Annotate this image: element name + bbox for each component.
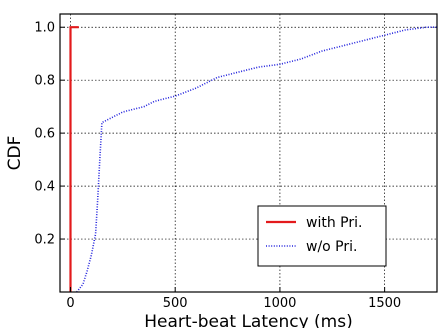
legend-box — [257, 205, 387, 267]
series-layer — [69, 26, 437, 293]
y-tick-label: 0.6 — [34, 127, 55, 142]
x-tick-label: 500 — [163, 296, 188, 311]
legend: with Pri. w/o Pri. — [257, 205, 387, 267]
x-tick-label: 0 — [66, 296, 74, 311]
y-tick-label: 0.2 — [34, 233, 55, 248]
y-axis-label: CDF — [5, 136, 25, 171]
x-tick-label: 1500 — [368, 296, 401, 311]
x-tick-label: 1000 — [263, 296, 296, 311]
x-axis-label: Heart-beat Latency (ms) — [144, 312, 352, 328]
y-tick-label: 0.8 — [34, 74, 55, 89]
y-tick-label: 0.4 — [34, 180, 55, 195]
plot-frame — [59, 13, 438, 293]
y-tick-label: 1.0 — [34, 21, 55, 36]
tick-layer: 0 500 1000 1500 0.2 0.4 0.6 0.8 1.0 — [34, 21, 401, 311]
series-line-with-pri — [69, 26, 79, 292]
legend-label: with Pri. — [306, 215, 362, 231]
legend-label: w/o Pri. — [306, 239, 357, 255]
